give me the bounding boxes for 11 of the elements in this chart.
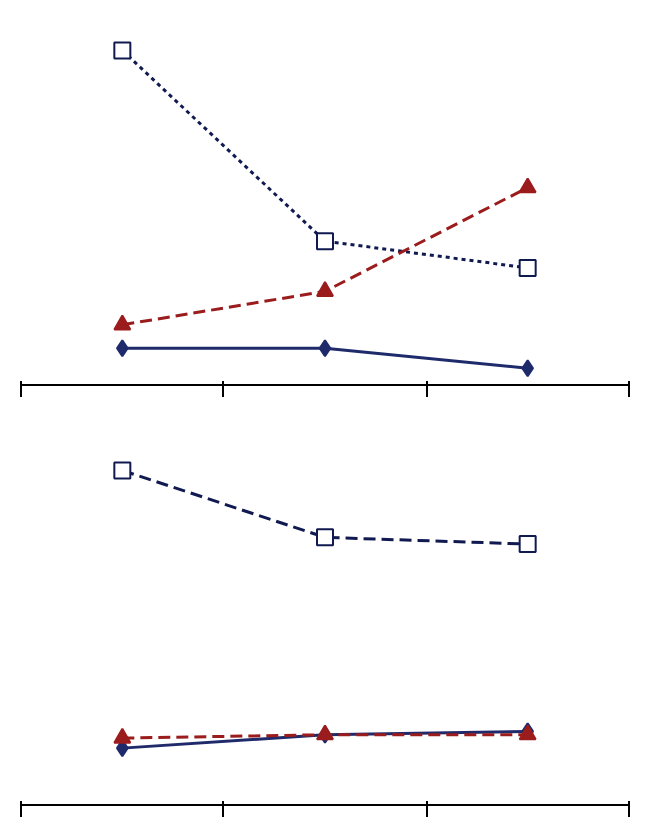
point bbox=[316, 281, 334, 297]
point bbox=[316, 528, 334, 547]
point bbox=[113, 41, 132, 60]
point bbox=[113, 727, 132, 744]
point bbox=[113, 461, 132, 480]
point bbox=[113, 314, 132, 331]
point bbox=[518, 177, 537, 194]
point bbox=[316, 232, 334, 251]
point bbox=[318, 339, 332, 358]
point bbox=[518, 258, 537, 277]
point bbox=[518, 535, 537, 554]
